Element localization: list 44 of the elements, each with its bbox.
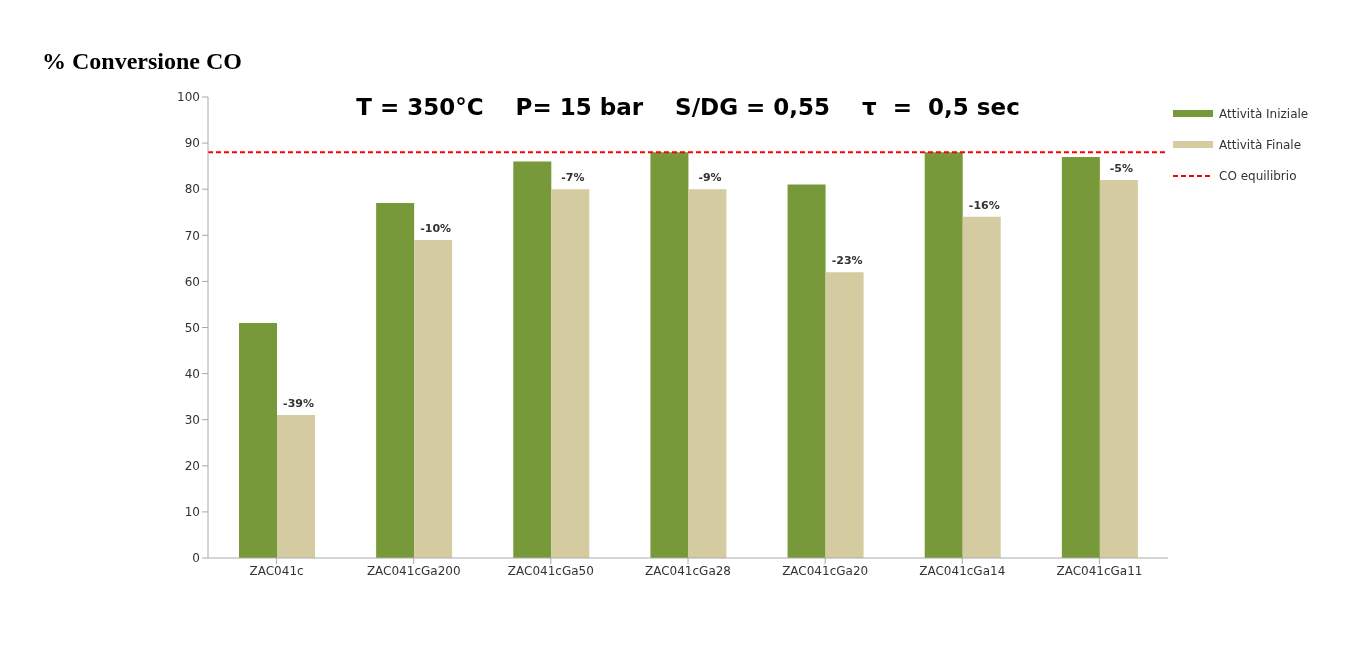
bar (787, 184, 826, 558)
annotation: -5% (1109, 161, 1134, 175)
chart-subtitle: T = 350°C P= 15 bar S/DG = 0,55 τ = 0,5 sec (355, 94, 1021, 120)
y-tick-label: 10 (184, 505, 200, 520)
y-tick-label: 60 (184, 274, 200, 289)
legend-label: Attività Finale (1219, 137, 1302, 152)
x-tick-label: ZAC041cGa50 (507, 563, 594, 578)
x-tick-label: ZAC041cGa28 (644, 563, 732, 578)
x-tick-label: ZAC041cGa200 (366, 563, 461, 578)
bar (924, 152, 963, 558)
annotation: -9% (698, 171, 722, 185)
chart-title: % Conversione CO (42, 48, 242, 75)
y-tick-label: 0 (192, 551, 200, 566)
annotation: -23% (831, 254, 863, 268)
annotation: -7% (561, 171, 585, 185)
x-tick-label: ZAC041cGa14 (919, 563, 1006, 578)
bar (376, 203, 415, 558)
legend-label: Attività Iniziale (1219, 106, 1309, 121)
bar (277, 415, 315, 558)
y-tick-label: 80 (184, 182, 200, 197)
bar (551, 189, 590, 558)
bar (1061, 156, 1100, 558)
bar (962, 216, 1001, 558)
bar (825, 272, 864, 558)
y-tick-label: 40 (184, 366, 200, 381)
bar (1099, 179, 1138, 558)
bar (513, 161, 552, 558)
bar (688, 189, 727, 558)
bar (239, 322, 277, 558)
legend-label: CO equilibrio (1219, 168, 1297, 183)
y-tick-label: 50 (184, 320, 200, 335)
y-tick-label: 90 (184, 136, 200, 151)
x-tick-label: ZAC041cGa11 (1056, 563, 1143, 578)
x-tick-label: ZAC041cGa20 (782, 563, 869, 578)
bar (414, 239, 453, 558)
annotation: -16% (968, 198, 1000, 212)
y-tick-label: 70 (184, 228, 200, 243)
y-tick-label: 20 (184, 459, 200, 474)
bar (650, 152, 689, 558)
x-tick-label: ZAC041c (249, 563, 304, 578)
annotation: -39% (283, 397, 315, 411)
y-tick-label: 100 (177, 90, 200, 105)
y-tick-label: 30 (184, 412, 200, 427)
annotation: -10% (420, 221, 452, 235)
